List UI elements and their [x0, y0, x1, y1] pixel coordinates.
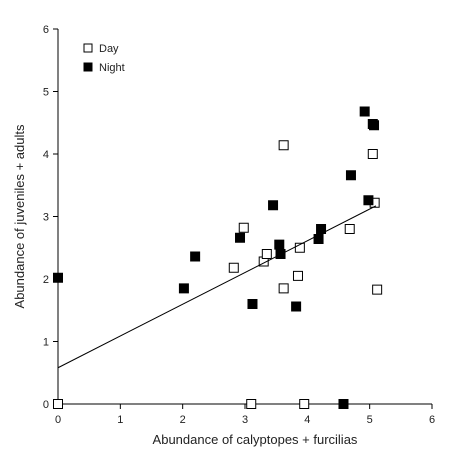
point-night: [291, 301, 302, 312]
point-day: [344, 224, 355, 234]
y-tick-label: 4: [43, 149, 49, 161]
x-tick-label: 0: [55, 414, 61, 426]
x-tick-label: 6: [429, 414, 435, 426]
x-tick-label: 5: [367, 414, 373, 426]
point-day: [367, 149, 378, 159]
point-day: [53, 399, 63, 409]
y-axis-ticks: 0 1 2 3 4 5 6: [43, 24, 58, 411]
point-day: [372, 284, 383, 295]
point-night: [247, 299, 258, 309]
point-day: [238, 222, 249, 233]
point-day: [246, 399, 257, 409]
legend-label-night: Night: [99, 62, 125, 74]
legend-marker-night: [83, 62, 93, 72]
point-night: [338, 399, 349, 409]
y-tick-label: 2: [43, 274, 49, 286]
point-night: [313, 234, 324, 244]
point-night: [345, 170, 356, 181]
point-day: [299, 399, 310, 409]
data-points: [53, 106, 383, 409]
trendline-group: [57, 205, 377, 369]
axes: [57, 29, 432, 405]
point-day: [261, 249, 272, 259]
x-axis-ticks: 0 1 2 3 4 5 6: [55, 404, 435, 426]
point-night: [268, 200, 279, 211]
x-tick-label: 3: [242, 414, 248, 426]
x-tick-label: 4: [304, 414, 310, 426]
point-night: [53, 272, 63, 283]
point-night: [363, 195, 374, 206]
point-night: [359, 106, 370, 117]
x-tick-label: 1: [117, 414, 123, 426]
y-axis-label: Abundance of juveniles + adults: [12, 124, 27, 308]
point-day: [278, 140, 289, 151]
y-tick-label: 5: [43, 87, 49, 99]
legend: Day Night: [83, 43, 125, 74]
point-day: [278, 283, 289, 294]
point-day: [294, 242, 305, 253]
x-axis-label: Abundance of calyptopes + furcilias: [153, 432, 358, 447]
trendline: [57, 205, 377, 369]
point-night: [190, 251, 201, 262]
point-night: [369, 120, 380, 131]
legend-label-day: Day: [99, 43, 119, 55]
point-night: [178, 283, 189, 294]
x-tick-label: 2: [180, 414, 186, 426]
point-night: [235, 232, 246, 243]
y-tick-label: 1: [43, 337, 49, 349]
y-tick-label: 0: [43, 399, 49, 411]
legend-marker-day: [83, 43, 93, 53]
point-day: [228, 262, 239, 273]
point-night: [274, 239, 285, 250]
y-tick-label: 3: [43, 212, 49, 224]
y-tick-label: 6: [43, 24, 49, 36]
point-day: [292, 270, 303, 281]
